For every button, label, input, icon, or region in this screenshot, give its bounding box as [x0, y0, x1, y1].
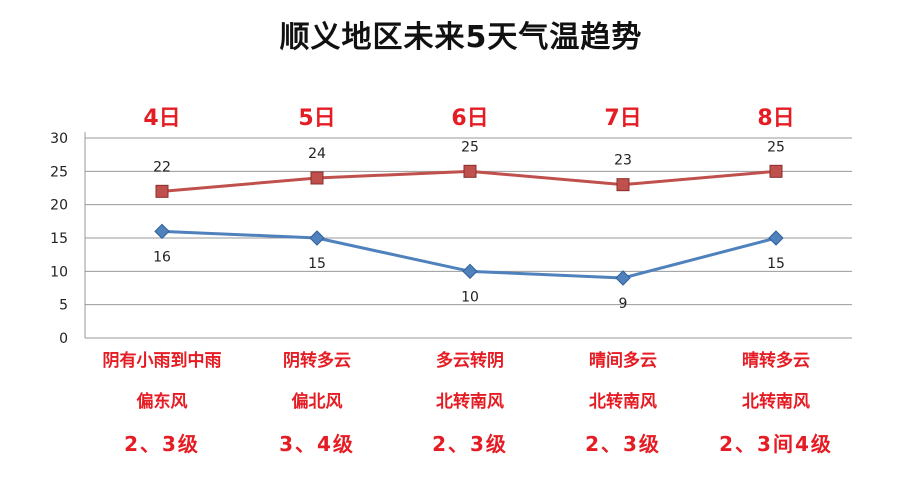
data-label: 22 [153, 159, 171, 175]
data-label: 16 [153, 249, 171, 265]
wind-level-text: 2、3级 [124, 432, 200, 456]
y-tick-label: 30 [50, 131, 68, 147]
wind-text: 偏东风 [136, 392, 188, 412]
data-label: 25 [767, 139, 785, 155]
data-point [155, 184, 169, 198]
weather-text: 阴转多云 [283, 351, 351, 371]
forecast-conditions: 阴转多云偏北风 3、4级 [227, 350, 407, 457]
x-category-label: 7日 [604, 106, 642, 131]
wind-text: 北转南风 [436, 392, 504, 412]
wind-level-text: 2、3间4级 [719, 432, 833, 456]
forecast-conditions: 阴有小雨到中雨 偏东风 2、3级 [72, 350, 252, 457]
y-tick-label: 5 [59, 298, 68, 314]
wind-level-text: 2、3级 [432, 432, 508, 456]
data-point [616, 178, 630, 192]
wind-text: 北转南风 [742, 392, 810, 412]
y-tick-label: 25 [50, 164, 68, 180]
weather-text: 晴转多云 [742, 351, 810, 371]
weather-text: 晴间多云 [589, 351, 657, 371]
wind-text: 北转南风 [589, 392, 657, 412]
x-category-label: 8日 [757, 106, 795, 131]
wind-level-text: 2、3级 [585, 432, 661, 456]
data-label: 24 [308, 146, 326, 162]
data-point [615, 270, 631, 286]
y-tick-label: 10 [50, 264, 68, 280]
data-point [462, 263, 478, 280]
y-tick-label: 15 [50, 231, 68, 247]
weather-text: 阴有小雨到中雨 [102, 351, 222, 371]
data-label: 10 [461, 289, 479, 305]
y-tick-label: 0 [59, 331, 68, 347]
data-point [154, 223, 170, 240]
wind-text: 偏北风 [291, 392, 343, 412]
data-label: 23 [614, 153, 632, 169]
x-category-label: 6日 [451, 106, 489, 131]
data-label: 25 [461, 139, 479, 155]
wind-level-text: 3、4级 [279, 432, 355, 456]
x-category-label: 4日 [143, 106, 181, 131]
forecast-conditions: 晴间多云北转南风 2、3级 [533, 350, 713, 457]
data-point [768, 230, 784, 246]
data-label: 15 [308, 256, 326, 272]
data-point [309, 230, 325, 246]
y-tick-label: 20 [50, 198, 68, 214]
forecast-conditions: 晴转多云北转南风 2、3间4级 [686, 350, 866, 457]
data-point [310, 171, 324, 185]
x-category-label: 5日 [298, 106, 336, 131]
data-label: 15 [767, 256, 785, 272]
forecast-conditions: 多云转阴北转南风 2、3级 [380, 350, 560, 457]
chart-title: 顺义地区未来5天气温趋势 [279, 20, 643, 55]
data-point [769, 164, 783, 178]
weather-text: 多云转阴 [436, 351, 504, 371]
data-label: 9 [619, 296, 628, 312]
data-point [463, 164, 477, 178]
